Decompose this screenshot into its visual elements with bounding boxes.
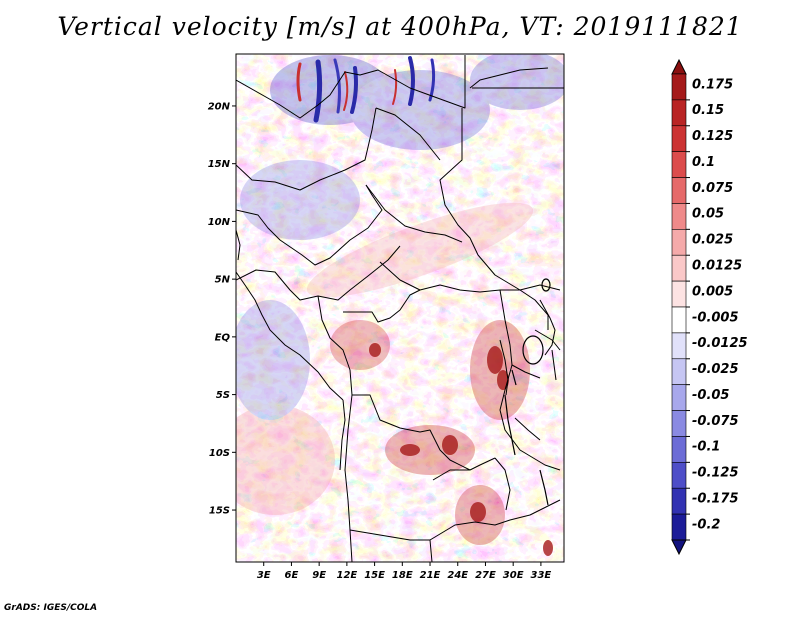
colorbar-swatch [671,410,687,437]
colorbar-label: -0.025 [692,362,739,377]
colorbar-swatch [671,384,687,411]
colorbar-swatch [671,125,687,152]
lon-tick-label: 6E [285,570,299,581]
longitude-axis: 3E 6E 9E 12E 15E 18E 21E 24E 27E 30E 33E [257,562,552,581]
grads-credit: GrADS: IGES/COLA [4,603,98,613]
colorbar-label: 0.025 [692,233,733,248]
colorbar-label: 0.005 [692,284,733,299]
lon-tick-label: 33E [531,570,552,581]
lat-tick-label: 10S [209,448,230,459]
colorbar-swatch [671,151,687,178]
colorbar: 0.175 0.15 0.125 0.1 0.075 0.05 0.025 0.0125 0.0… [671,58,748,556]
colorbar-label: -0.075 [692,414,739,429]
colorbar-label: 0.05 [692,207,724,222]
colorbar-swatch [671,229,687,256]
colorbar-label: -0.005 [692,310,739,325]
map-frame [235,53,565,563]
colorbar-swatch [671,462,687,489]
colorbar-label: -0.1 [692,440,720,455]
lon-tick-label: 24E [447,570,468,581]
colorbar-swatch [671,513,687,541]
colorbar-swatch [671,332,687,360]
colorbar-bottom-cap [671,539,687,556]
colorbar-label: 0.175 [692,77,733,92]
lon-tick-label: 9E [312,570,326,581]
velocity-field [236,54,564,562]
colorbar-label: 0.075 [692,181,733,196]
colorbar-swatch [671,436,687,463]
lat-tick-label: 5N [215,275,231,286]
lon-tick-label: 3E [257,570,271,581]
colorbar-label: -0.05 [692,388,729,403]
lat-tick-label: EQ [215,332,231,343]
lat-tick-label: 15N [208,159,231,170]
colorbar-label: 0.125 [692,129,733,144]
colorbar-swatch [671,73,687,101]
lon-tick-label: 15E [364,570,385,581]
colorbar-label: 0.15 [692,103,724,118]
colorbar-swatch [671,358,687,385]
colorbar-swatch [671,254,687,282]
colorbar-top-cap [671,58,687,75]
colorbar-swatch [671,177,687,204]
colorbar-label: -0.125 [692,466,739,481]
colorbar-swatch [671,306,687,334]
colorbar-label: 0.1 [692,155,715,170]
lat-tick-label: 15S [209,506,230,517]
chart-title: Vertical velocity [m/s] at 400hPa, VT: 2… [57,12,743,41]
lon-tick-label: 30E [503,570,524,581]
colorbar-swatch [671,99,687,127]
colorbar-swatch [671,203,687,230]
lat-tick-label: 10N [208,217,231,228]
lat-tick-label: 20N [208,101,231,112]
colorbar-label: -0.2 [692,517,720,532]
lon-tick-label: 18E [392,570,413,581]
colorbar-swatch [671,487,687,515]
lat-tick-label: 5S [216,390,230,401]
latitude-axis: 20N 15N 10N 5N EQ 5S 10S 15S [208,101,236,517]
colorbar-swatch [671,280,687,308]
lon-tick-label: 12E [336,570,357,581]
lon-tick-label: 21E [420,570,441,581]
colorbar-label: -0.175 [692,492,739,507]
lon-tick-label: 27E [475,570,496,581]
colorbar-label: 0.0125 [692,259,742,274]
colorbar-label: -0.0125 [692,336,748,351]
